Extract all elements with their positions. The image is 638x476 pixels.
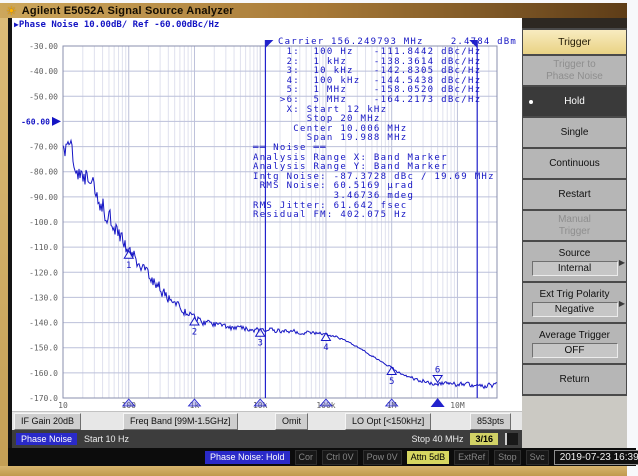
- mode-badge: Phase Noise: [16, 433, 78, 445]
- trace-scale-header: ▶Phase Noise 10.00dB/ Ref -60.00dBc/Hz: [14, 20, 219, 30]
- sidebar-button-return[interactable]: Return: [523, 365, 626, 394]
- softkey-freq-band-99m-1-5ghz[interactable]: Freq Band [99M-1.5GHz]: [123, 413, 238, 430]
- softkey-menu-title: Trigger: [523, 30, 626, 54]
- sidebar-button-restart[interactable]: Restart: [523, 180, 626, 209]
- sidebar-button-single[interactable]: Single: [523, 118, 626, 147]
- window-left-edge: [0, 18, 8, 466]
- page-indicator: 3/16: [470, 433, 498, 445]
- window-titlebar: ☀ Agilent E5052A Signal Source Analyzer: [0, 3, 627, 18]
- sys-indicator-cor: Cor: [294, 449, 318, 465]
- softkey-menu-panel: Trigger Trigger to Phase Noise Hold Single Co…: [522, 18, 627, 448]
- window-bottom-edge: [0, 466, 627, 476]
- status-scroll-widget[interactable]: [505, 433, 518, 445]
- average-trigger-value: OFF: [531, 342, 618, 358]
- sys-indicator-ctrl-0v: Ctrl 0V: [322, 449, 358, 465]
- selected-bullet-icon: [529, 99, 533, 104]
- submenu-arrow-icon: ▶: [618, 257, 625, 267]
- marker-noise-readout: 1: 100 Hz -111.8442 dBc/Hz 2: 1 kHz -138…: [253, 47, 495, 221]
- readout-line: Residual FM: 402.075 Hz: [253, 210, 408, 221]
- sys-indicator-svc: Svc: [525, 449, 549, 465]
- system-status-bar: Phase Noise: Hold Cor Ctrl 0V Pow 0V Attn 5d…: [8, 448, 638, 466]
- sys-indicator-phase-noise-hold: Phase Noise: Hold: [205, 450, 290, 464]
- window-title: Agilent E5052A Signal Source Analyzer: [21, 4, 234, 17]
- softkey-menu-top-strip: [522, 18, 627, 28]
- carrier-power: 2.4784 dBm: [450, 37, 517, 47]
- sys-indicator-pow-0v: Pow 0V: [362, 449, 402, 465]
- bottom-softkey-bar: IF Gain 20dB Freq Band [99M-1.5GHz] Omit LO…: [12, 411, 522, 431]
- softkey-menu-stack: Trigger Trigger to Phase Noise Hold Single Co…: [522, 28, 627, 396]
- sys-indicator-extref: ExtRef: [454, 449, 490, 465]
- submenu-arrow-icon: ▶: [618, 298, 625, 308]
- sidebar-button-average-trigger[interactable]: Average Trigger OFF: [523, 324, 626, 363]
- clock: 2019-07-23 16:39: [553, 449, 638, 465]
- measurement-status-row: Phase Noise Start 10 Hz Stop 40 MHz 3/16: [8, 430, 522, 448]
- start-frequency-label: Start 10 Hz: [84, 434, 130, 444]
- sidebar-button-manual-trigger: Manual Trigger: [523, 211, 626, 240]
- softkey-omit[interactable]: Omit: [275, 413, 308, 430]
- sys-indicator-attn-5db: Attn 5dB: [406, 450, 450, 464]
- sidebar-button-ext-trig-polarity[interactable]: Ext Trig Polarity Negative ▶: [523, 283, 626, 322]
- sys-indicator-stop: Stop: [494, 449, 521, 465]
- sidebar-button-source[interactable]: Source Internal ▶: [523, 242, 626, 281]
- softkey-853pts[interactable]: 853pts: [470, 413, 512, 430]
- trace-scale-text: Phase Noise 10.00dB/ Ref -60.00dBc/Hz: [18, 20, 220, 30]
- source-value: Internal: [531, 260, 618, 276]
- softkey-if-gain-20db[interactable]: IF Gain 20dB: [14, 413, 82, 430]
- ext-trig-polarity-value: Negative: [531, 301, 618, 317]
- agilent-sunburst-icon: ☀: [6, 3, 17, 18]
- sidebar-button-trigger-to-phase-noise: Trigger to Phase Noise: [523, 56, 626, 85]
- trace-marker-icon: ▶: [14, 20, 19, 29]
- sidebar-button-hold[interactable]: Hold: [523, 87, 626, 116]
- sidebar-button-continuous[interactable]: Continuous: [523, 149, 626, 178]
- carrier-frequency: Carrier 156.249793 MHz: [278, 37, 424, 47]
- softkey-lo-opt-150khz[interactable]: LO Opt [<150kHz]: [345, 413, 432, 430]
- carrier-readout: Carrier 156.249793 MHz 2.4784 dBm: [278, 37, 517, 47]
- stop-frequency-label: Stop 40 MHz: [411, 434, 464, 444]
